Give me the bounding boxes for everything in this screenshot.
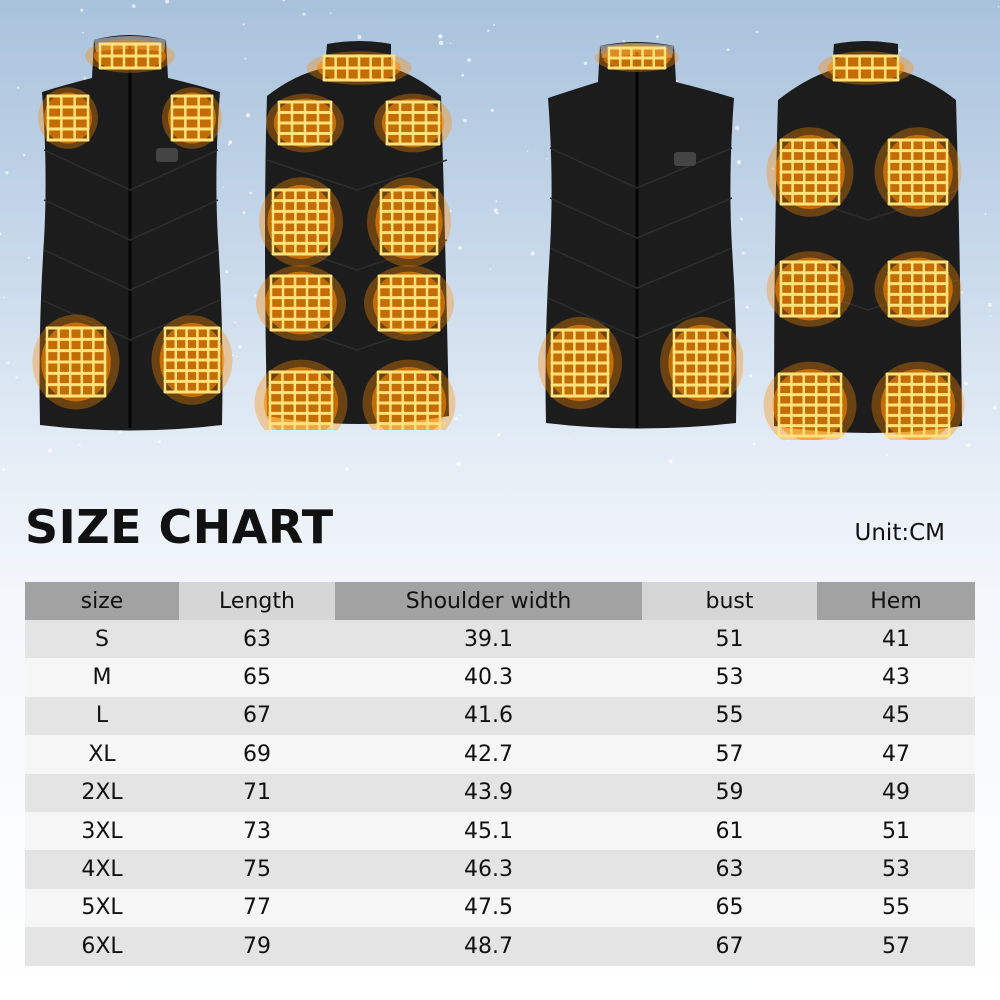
table-row: 2XL 71 43.9 59 49 [25, 773, 975, 812]
cell-shoulder-width: 43.9 [335, 773, 642, 812]
cell-size: 3XL [25, 811, 179, 851]
cell-hem: 55 [817, 888, 975, 928]
heating-pad-icon [660, 316, 743, 410]
unit-label: Unit:CM [854, 520, 945, 546]
table-row: 4XL 75 46.3 63 53 [25, 850, 975, 889]
heating-pad-icon [766, 127, 854, 217]
cell-hem: 57 [817, 927, 975, 966]
vest-front-4zone-image [32, 35, 233, 431]
vest-back-8zone-image [254, 41, 456, 430]
cell-size: S [25, 620, 179, 659]
cell-hem: 41 [817, 620, 975, 659]
table-row: M 65 40.3 53 43 [25, 658, 975, 697]
cell-shoulder-width: 45.1 [335, 811, 642, 851]
cell-size: 6XL [25, 927, 179, 966]
heating-pad-icon [254, 359, 348, 430]
cell-bust: 61 [642, 811, 817, 851]
cell-shoulder-width: 46.3 [335, 850, 642, 889]
heating-pad-icon [364, 265, 454, 341]
cell-size: 2XL [25, 773, 179, 812]
table-row: 5XL 77 47.5 65 55 [25, 888, 975, 928]
cell-hem: 53 [817, 850, 975, 889]
vest-back-6zone-image [763, 41, 965, 440]
heating-pad-icon [306, 51, 412, 85]
header-hem: Hem [817, 582, 975, 620]
heating-pad-icon [362, 359, 456, 430]
cell-shoulder-width: 40.3 [335, 658, 642, 697]
cell-hem: 49 [817, 773, 975, 812]
cell-length: 79 [179, 927, 335, 966]
cell-bust: 67 [642, 927, 817, 966]
cell-hem: 51 [817, 811, 975, 851]
heating-pad-icon [874, 251, 962, 327]
cell-shoulder-width: 47.5 [335, 888, 642, 928]
cell-size: XL [25, 735, 179, 774]
heating-pad-icon [32, 314, 120, 410]
heating-pad-icon [763, 361, 857, 440]
table-row: XL 69 42.7 57 47 [25, 735, 975, 774]
page-title: SIZE CHART [25, 500, 334, 554]
heating-pad-icon [538, 316, 622, 410]
cell-length: 71 [179, 773, 335, 812]
heating-pad-icon [818, 51, 914, 85]
table-row: 6XL 79 48.7 67 57 [25, 927, 975, 966]
heating-pad-icon [162, 87, 222, 149]
heating-pad-icon [151, 315, 233, 405]
cell-bust: 51 [642, 620, 817, 659]
cell-bust: 57 [642, 735, 817, 774]
cell-length: 69 [179, 735, 335, 774]
cell-length: 67 [179, 696, 335, 736]
cell-size: 4XL [25, 850, 179, 889]
table-row: 3XL 73 45.1 61 51 [25, 811, 975, 851]
cell-length: 75 [179, 850, 335, 889]
cell-bust: 59 [642, 773, 817, 812]
cell-length: 63 [179, 620, 335, 659]
cell-length: 77 [179, 888, 335, 928]
header-bust: bust [642, 582, 817, 620]
cell-bust: 65 [642, 888, 817, 928]
heating-pad-icon [871, 361, 965, 440]
cell-size: M [25, 658, 179, 697]
cell-hem: 47 [817, 735, 975, 774]
heating-pad-icon [766, 251, 854, 327]
cell-length: 73 [179, 811, 335, 851]
heating-pad-icon [374, 93, 452, 153]
header-length: Length [179, 582, 335, 620]
cell-size: 5XL [25, 888, 179, 928]
cell-bust: 63 [642, 850, 817, 889]
header-shoulder-width: Shoulder width [335, 582, 642, 620]
table-row: L 67 41.6 55 45 [25, 696, 975, 736]
cell-shoulder-width: 42.7 [335, 735, 642, 774]
cell-length: 65 [179, 658, 335, 697]
heating-pad-icon [38, 87, 98, 149]
table-row: S 63 39.1 51 41 [25, 620, 975, 659]
cell-shoulder-width: 39.1 [335, 620, 642, 659]
size-table: size Length Shoulder width bust Hem S 63… [25, 582, 975, 966]
vest-front-3zone-image [538, 42, 743, 429]
table-header-row: size Length Shoulder width bust Hem [25, 582, 975, 620]
heating-pad-icon [595, 44, 679, 72]
cell-bust: 55 [642, 696, 817, 736]
heating-pad-icon [874, 127, 962, 217]
heating-pad-icon [266, 93, 344, 153]
cell-shoulder-width: 41.6 [335, 696, 642, 736]
cell-hem: 43 [817, 658, 975, 697]
cell-size: L [25, 696, 179, 736]
heating-pad-icon [256, 265, 346, 341]
heating-pad-icon [367, 177, 451, 267]
cell-shoulder-width: 48.7 [335, 927, 642, 966]
cell-hem: 45 [817, 696, 975, 736]
header-size: size [25, 582, 179, 620]
cell-bust: 53 [642, 658, 817, 697]
heating-pad-icon [259, 177, 343, 267]
heating-pad-icon [85, 39, 175, 73]
